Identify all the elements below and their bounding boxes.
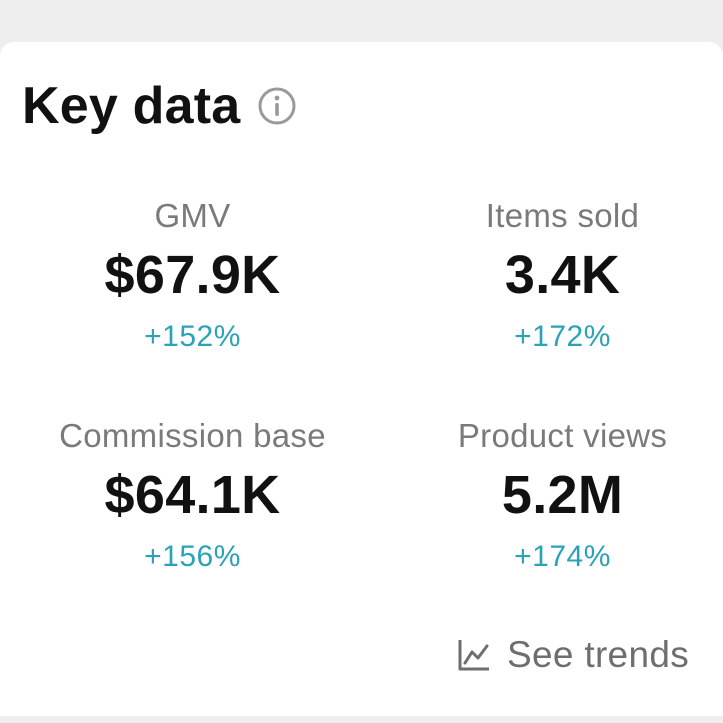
see-trends-label: See trends [507, 634, 689, 675]
metric-label: Commission base [59, 417, 326, 454]
metric-label: GMV [154, 197, 231, 234]
metric-delta: +152% [144, 320, 241, 353]
metric-value: 5.2M [501, 465, 624, 525]
card-header: Key data [22, 80, 298, 132]
metrics-grid: GMV $67.9K +152% Items sold 3.4K +172% C… [0, 42, 723, 716]
metric-commission-base: Commission base $64.1K +156% [12, 419, 373, 572]
line-chart-icon [457, 638, 491, 672]
info-circle-icon[interactable] [256, 85, 298, 127]
metric-gmv: GMV $67.9K +152% [12, 199, 373, 352]
metric-delta: +172% [514, 320, 611, 353]
metric-items-sold: Items sold 3.4K +172% [382, 199, 723, 352]
metric-delta: +174% [514, 540, 611, 573]
metric-label: Items sold [485, 197, 640, 234]
metric-delta: +156% [144, 540, 241, 573]
metric-product-views: Product views 5.2M +174% [382, 419, 723, 572]
metric-value: 3.4K [504, 245, 621, 305]
metric-value: $64.1K [104, 465, 281, 525]
metric-value: $67.9K [104, 245, 281, 305]
see-trends-link[interactable]: See trends [457, 636, 689, 673]
metric-label: Product views [457, 417, 668, 454]
card-title: Key data [22, 77, 241, 135]
key-data-card: Key data GMV $67.9K +152% Items sold 3.4… [0, 42, 723, 716]
